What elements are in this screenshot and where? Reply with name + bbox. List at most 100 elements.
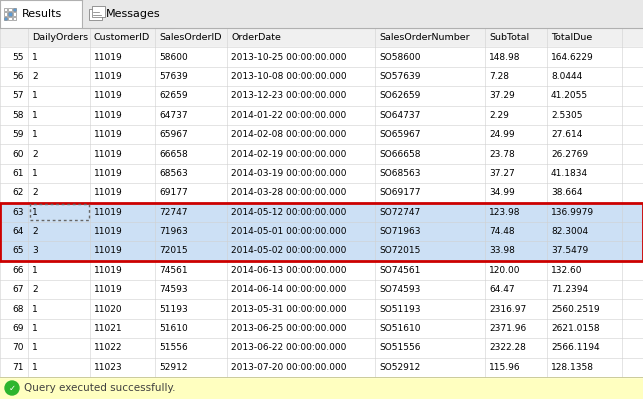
Text: 2322.28: 2322.28: [489, 344, 526, 352]
Bar: [0, 358, 643, 377]
Bar: [0, 67, 643, 86]
Text: 2013-05-31 00:00:00.000: 2013-05-31 00:00:00.000: [231, 305, 347, 314]
Text: 11019: 11019: [94, 53, 123, 61]
Text: SO51610: SO51610: [379, 324, 421, 333]
Text: DailyOrders: DailyOrders: [32, 33, 88, 42]
Text: SalesOrderID: SalesOrderID: [159, 33, 221, 42]
Text: 1: 1: [32, 130, 38, 139]
Text: 2566.1194: 2566.1194: [551, 344, 600, 352]
Text: 2013-12-23 00:00:00.000: 2013-12-23 00:00:00.000: [231, 91, 347, 101]
Text: 2014-06-13 00:00:00.000: 2014-06-13 00:00:00.000: [231, 266, 347, 275]
Text: 2: 2: [32, 72, 38, 81]
Text: 68563: 68563: [159, 169, 188, 178]
Text: 64.47: 64.47: [489, 285, 514, 294]
Text: 34.99: 34.99: [489, 188, 515, 198]
Text: 71963: 71963: [159, 227, 188, 236]
Text: SO71963: SO71963: [379, 227, 421, 236]
Text: 2013-10-08 00:00:00.000: 2013-10-08 00:00:00.000: [231, 72, 347, 81]
Bar: [92, 6, 105, 17]
Bar: [0, 203, 643, 261]
Bar: [8, 8, 12, 12]
Text: SO64737: SO64737: [379, 111, 421, 120]
Text: 11023: 11023: [94, 363, 123, 372]
Text: 2014-03-19 00:00:00.000: 2014-03-19 00:00:00.000: [231, 169, 347, 178]
Text: 2013-10-25 00:00:00.000: 2013-10-25 00:00:00.000: [231, 53, 347, 61]
Text: 1: 1: [32, 344, 38, 352]
Bar: [0, 280, 643, 299]
Text: SO72015: SO72015: [379, 247, 421, 255]
Text: 11021: 11021: [94, 324, 123, 333]
Text: 11019: 11019: [94, 285, 123, 294]
Bar: [0, 86, 643, 106]
Text: 59: 59: [12, 130, 24, 139]
Text: 1: 1: [32, 363, 38, 372]
Text: 128.1358: 128.1358: [551, 363, 594, 372]
Bar: [13, 17, 16, 20]
Text: 2014-05-12 00:00:00.000: 2014-05-12 00:00:00.000: [231, 208, 347, 217]
Text: 51610: 51610: [159, 324, 188, 333]
Text: 11019: 11019: [94, 91, 123, 101]
Text: 57639: 57639: [159, 72, 188, 81]
Text: 61: 61: [12, 169, 24, 178]
Text: 2014-05-01 00:00:00.000: 2014-05-01 00:00:00.000: [231, 227, 347, 236]
Text: 51556: 51556: [159, 344, 188, 352]
Text: 11019: 11019: [94, 72, 123, 81]
Text: 23.78: 23.78: [489, 150, 515, 158]
Bar: [0, 319, 643, 338]
Bar: [8, 17, 12, 20]
Bar: [5, 8, 8, 12]
Text: 2014-02-19 00:00:00.000: 2014-02-19 00:00:00.000: [231, 150, 347, 158]
Text: Results: Results: [22, 9, 62, 19]
Text: TotalDue: TotalDue: [551, 33, 592, 42]
Text: 64: 64: [13, 227, 24, 236]
Text: SO58600: SO58600: [379, 53, 421, 61]
Bar: [0, 299, 643, 319]
Text: 51193: 51193: [159, 305, 188, 314]
Text: 58600: 58600: [159, 53, 188, 61]
Text: 64737: 64737: [159, 111, 188, 120]
Text: 2316.97: 2316.97: [489, 305, 526, 314]
Bar: [0, 377, 643, 399]
Text: 11019: 11019: [94, 266, 123, 275]
Text: 66: 66: [12, 266, 24, 275]
Text: 11019: 11019: [94, 111, 123, 120]
Text: 2013-06-22 00:00:00.000: 2013-06-22 00:00:00.000: [231, 344, 347, 352]
Text: 2: 2: [32, 227, 38, 236]
Text: 2.5305: 2.5305: [551, 111, 583, 120]
Bar: [30, 204, 89, 220]
Text: 69177: 69177: [159, 188, 188, 198]
Text: 55: 55: [12, 53, 24, 61]
Text: 2.29: 2.29: [489, 111, 509, 120]
Text: 2014-01-22 00:00:00.000: 2014-01-22 00:00:00.000: [231, 111, 346, 120]
Bar: [0, 106, 643, 125]
Text: 2014-02-08 00:00:00.000: 2014-02-08 00:00:00.000: [231, 130, 347, 139]
Bar: [0, 0, 82, 28]
Text: 164.6229: 164.6229: [551, 53, 593, 61]
Bar: [0, 47, 643, 67]
Text: 62659: 62659: [159, 91, 188, 101]
Text: 60: 60: [12, 150, 24, 158]
Text: 2014-03-28 00:00:00.000: 2014-03-28 00:00:00.000: [231, 188, 347, 198]
Bar: [5, 17, 8, 20]
Text: 1: 1: [32, 169, 38, 178]
Bar: [89, 9, 102, 20]
Text: 72015: 72015: [159, 247, 188, 255]
Text: 41.2055: 41.2055: [551, 91, 588, 101]
Text: 1: 1: [32, 111, 38, 120]
Text: 11019: 11019: [94, 150, 123, 158]
Bar: [0, 164, 643, 183]
Text: 70: 70: [12, 344, 24, 352]
Text: 11019: 11019: [94, 247, 123, 255]
Bar: [0, 125, 643, 144]
Text: 72747: 72747: [159, 208, 188, 217]
Text: OrderDate: OrderDate: [231, 33, 281, 42]
Bar: [84, 0, 174, 28]
Text: 2014-06-14 00:00:00.000: 2014-06-14 00:00:00.000: [231, 285, 347, 294]
Text: SO65967: SO65967: [379, 130, 421, 139]
Bar: [0, 0, 643, 28]
Text: 2014-05-02 00:00:00.000: 2014-05-02 00:00:00.000: [231, 247, 347, 255]
Text: 24.99: 24.99: [489, 130, 514, 139]
Text: 11019: 11019: [94, 169, 123, 178]
Bar: [13, 8, 16, 12]
Text: SalesOrderNumber: SalesOrderNumber: [379, 33, 469, 42]
